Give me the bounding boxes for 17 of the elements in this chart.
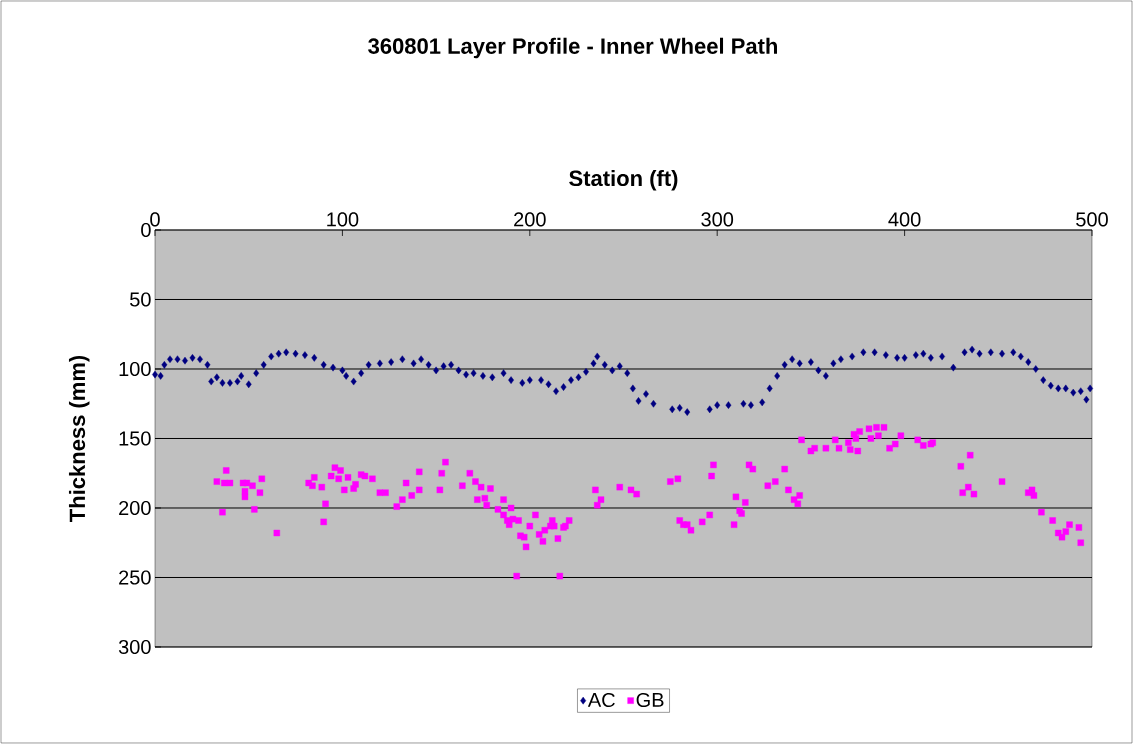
y-tick-label: 50 [130, 292, 151, 307]
y-tick-label: 200 [119, 500, 151, 516]
y-axis-title: Thickness (mm) [68, 355, 90, 522]
legend-label: GB [636, 692, 664, 708]
x-tick-label: 500 [1076, 212, 1108, 227]
y-tick-label: 150 [119, 431, 151, 446]
x-tick-label: 200 [514, 212, 546, 227]
x-tick-label: 400 [888, 212, 921, 227]
y-tick-label: 300 [118, 639, 151, 655]
y-tick-label: 100 [119, 361, 151, 377]
y-tick-label: 250 [119, 570, 151, 585]
legend-label: AC [587, 692, 615, 708]
x-tick-label: 100 [327, 212, 359, 227]
chart-title: 360801 Layer Profile - Inner Wheel Path [368, 37, 777, 59]
y-tick-label: 0 [141, 222, 151, 238]
x-axis-title: Station (ft) [569, 169, 678, 191]
x-tick-label: 300 [701, 212, 734, 227]
